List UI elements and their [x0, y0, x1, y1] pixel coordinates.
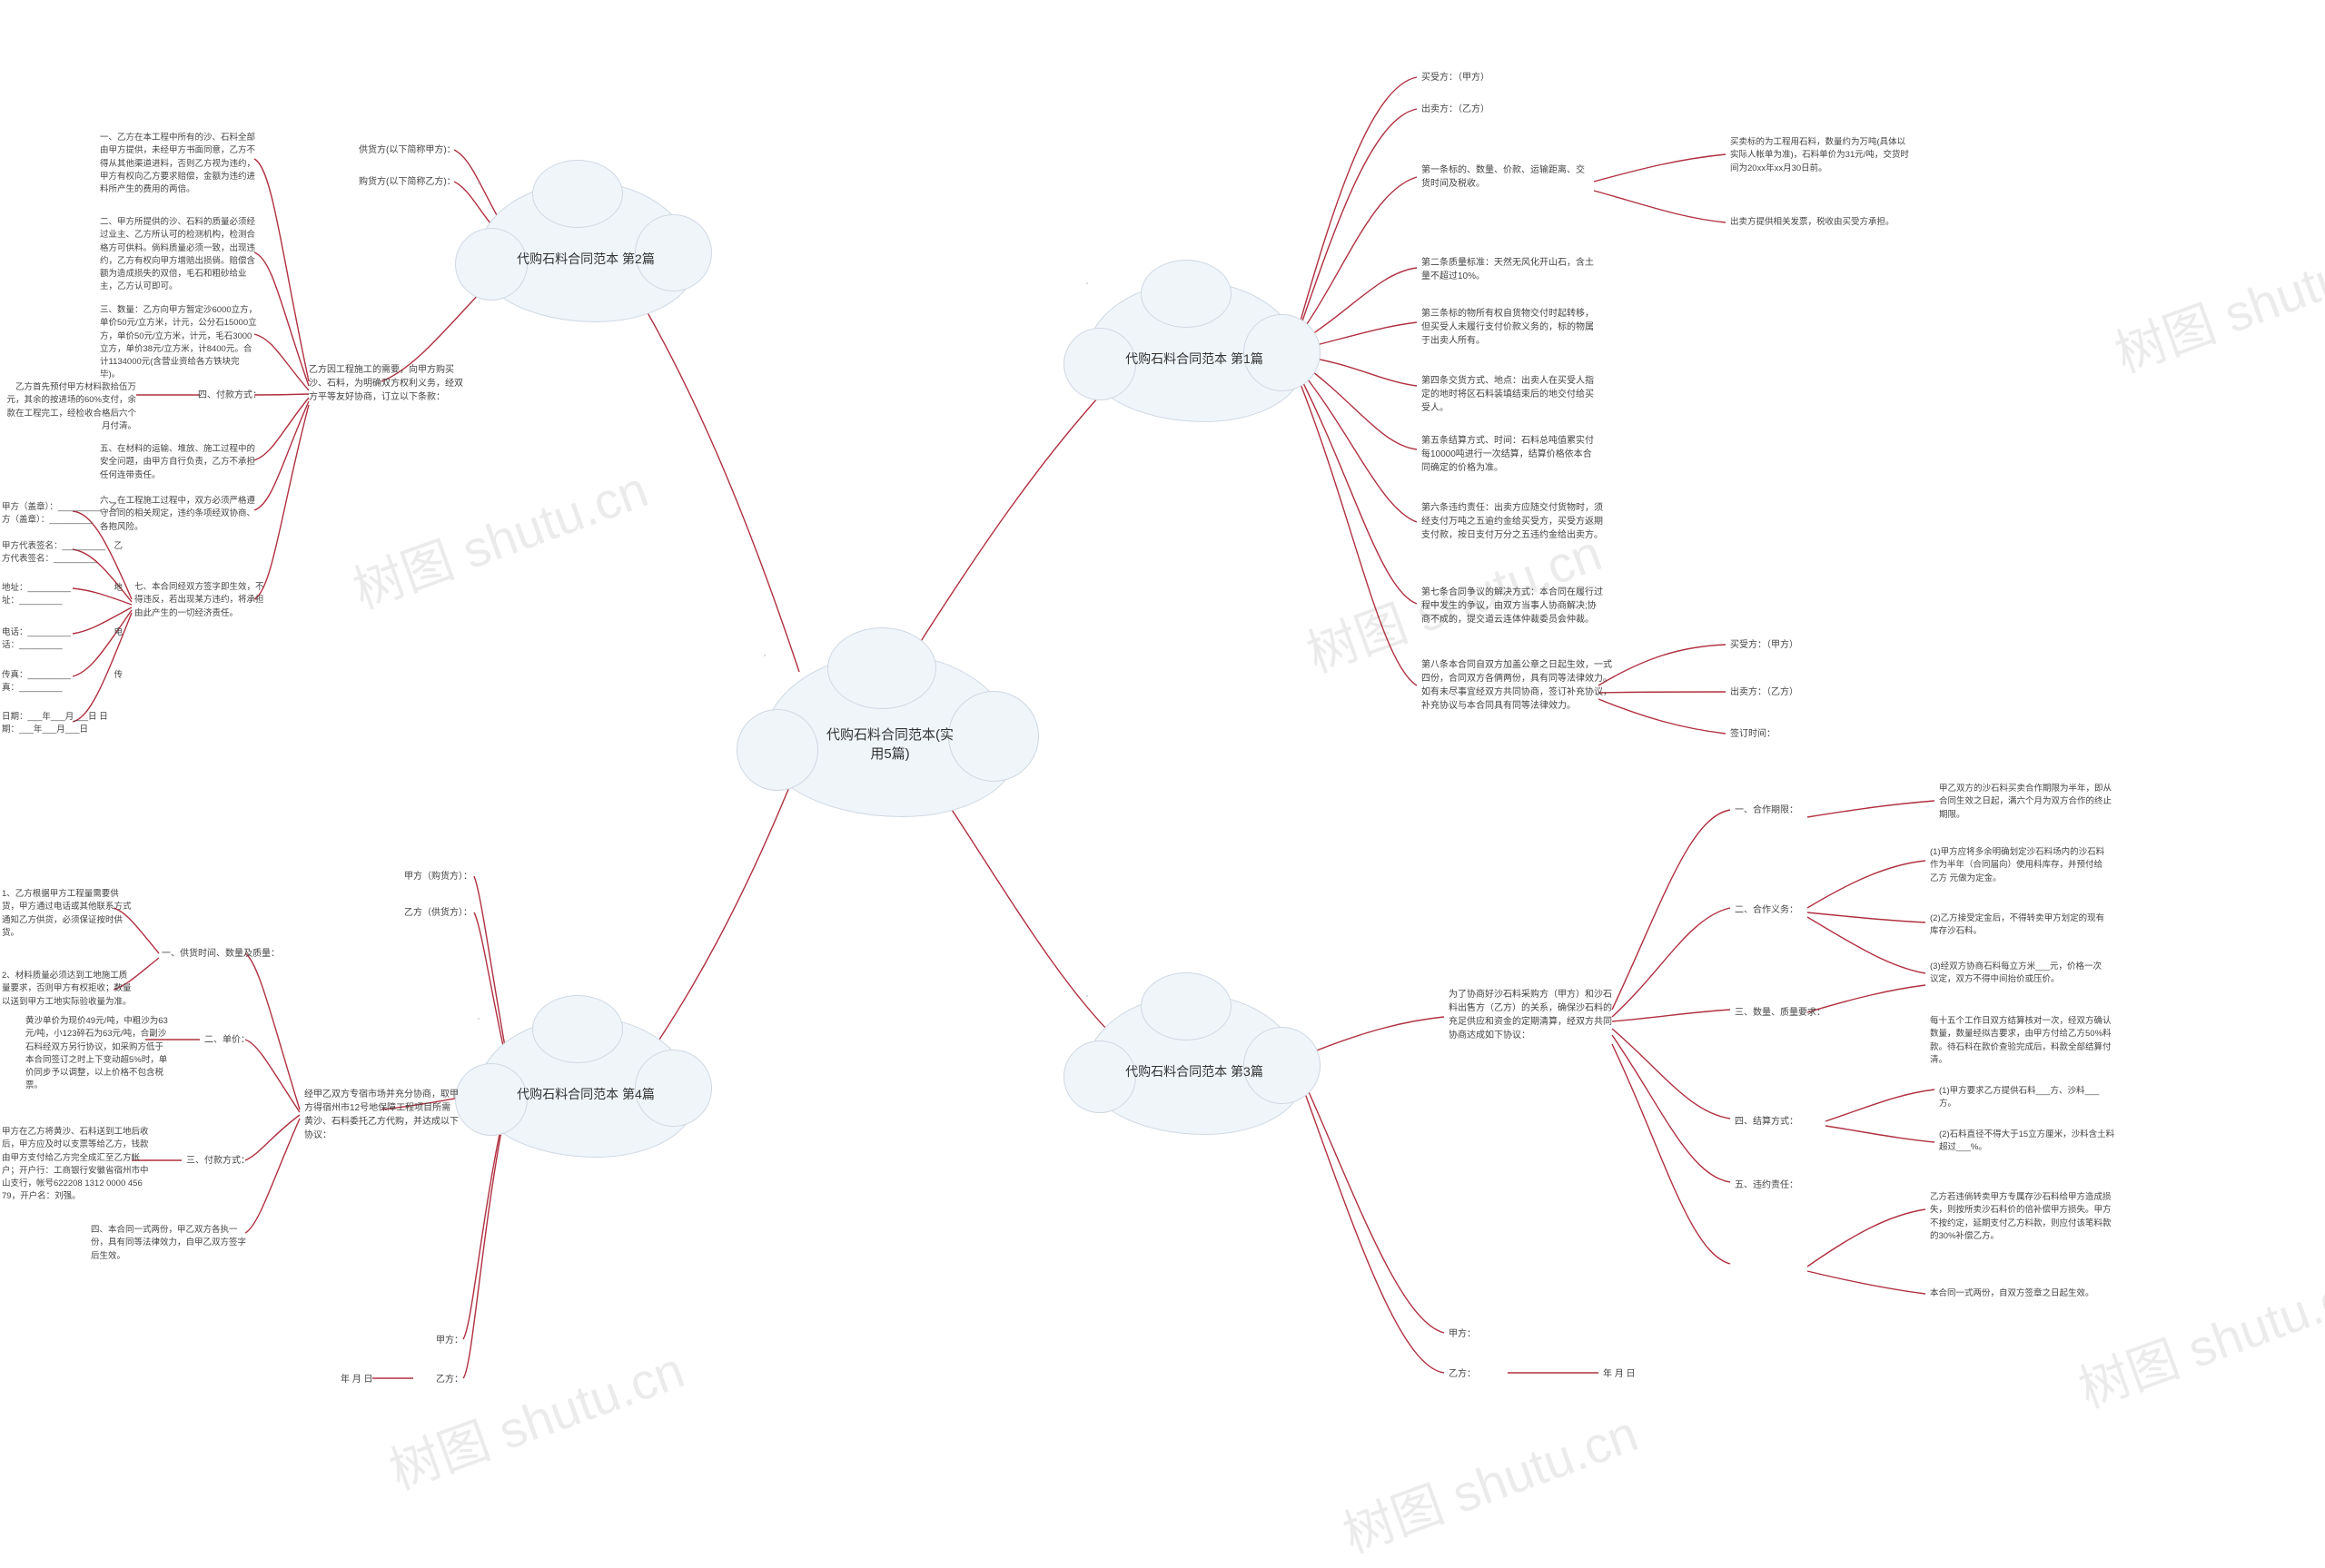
a1-k5: 第五条结算方式、时间：石料总吨值累实付每10000吨进行一次结算，结算价格依本合…	[1421, 434, 1598, 475]
a4-sig-jia: 甲方：	[436, 1334, 463, 1347]
a3-i5-sub2: 本合同一式两份，自双方签章之日起生效。	[1930, 1287, 2112, 1300]
a1-k8-buyer: 买受方：（甲方）	[1730, 638, 1798, 652]
a4-c4: 四、本合同一式两份，甲乙双方各执一份，具有同等法律效力，自甲乙双方签字后生效。	[91, 1224, 254, 1263]
article-2-node: 代购石料合同范本 第2篇	[477, 182, 695, 322]
a2-sig-date: 日期：___年___月___日 日期：___年___月___日	[2, 711, 124, 737]
a2-c1: 一、乙方在本工程中所有的沙、石料全部由甲方提供，未经甲方书面同意，乙方不得从其他…	[100, 132, 259, 196]
a2-c3: 三、数量：乙方向甲方暂定沙6000立方，单价50元/立方米，计元，公分石1500…	[100, 304, 259, 382]
a1-k2: 第二条质量标准：天然无风化开山石，含土量不超过10%。	[1421, 256, 1594, 283]
a1-k1-sub2: 出卖方提供相关发票，税收由买受方承担。	[1730, 216, 1912, 229]
connector-layer	[0, 0, 2325, 1485]
article-4-label: 代购石料合同范本 第4篇	[517, 1085, 655, 1103]
a1-k8-date: 签订时间：	[1730, 727, 1776, 741]
a4-sig-date: 年 月 日	[341, 1373, 373, 1386]
a3-sig-date: 年 月 日	[1603, 1367, 1636, 1381]
watermark: 树图 shutu.cn	[1331, 1393, 1647, 1567]
watermark: 树图 shutu.cn	[378, 1329, 693, 1504]
a4-intro: 经甲乙双方专宿市场并充分协商，取甲方得宿州市12号地保障工程项目所需黄沙、石料委…	[304, 1088, 459, 1142]
a1-k8: 第八条本合同自双方加盖公章之日起生效，一式四份，合同双方各俩两份，具有同等法律效…	[1421, 658, 1612, 713]
article-2-label: 代购石料合同范本 第2篇	[517, 250, 655, 268]
a2-supplier: 供货方(以下简称甲方)：	[359, 143, 456, 157]
article-4-node: 代购石料合同范本 第4篇	[477, 1017, 695, 1158]
a3-sig-yi: 乙方：	[1449, 1367, 1476, 1381]
article-1-label: 代购石料合同范本 第1篇	[1125, 350, 1263, 368]
a4-sig-yi: 乙方：	[436, 1373, 463, 1386]
a3-i2-sub3: (3)经双方协商石料每立方米___元，价格一次议定，双方不得中间抬价或压价。	[1930, 961, 2107, 987]
a1-k6: 第六条违约责任：出卖方应随交付货物时，须经支付万吨之五逾约金给买受方，买受方返期…	[1421, 501, 1603, 542]
a3-i4: 四、结算方式：	[1735, 1115, 1798, 1129]
a4-yi: 乙方（供货方）：	[404, 906, 472, 920]
a4-c3: 三、付款方式：	[186, 1154, 250, 1168]
a3-i4-sub: 每十五个工作日双方结算核对一次，经双方确认数量，数量经拟吉要求，由甲方付给乙方5…	[1930, 1015, 2112, 1067]
a2-c2: 二、甲方所提供的沙、石料的质量必须经过业主、乙方所认可的检测机构，检测合格方可供…	[100, 216, 259, 294]
a3-i3-sub2: (2)石料直径不得大于15立方厘米，沙料含土料超过___%。	[1939, 1129, 2116, 1155]
a2-sig-fax: 传真：_________ 传真：_________	[2, 669, 124, 695]
a4-c1-sub2: 2、材料质量必须达到工地施工质量要求，否则甲方有权拒收；数量以送到甲方工地实际验…	[2, 970, 134, 1009]
center-node: 代购石料合同范本(实用5篇)	[763, 654, 1017, 817]
a2-sig-tel: 电话：_________ 电话：_________	[2, 626, 124, 653]
center-label: 代购石料合同范本(实用5篇)	[826, 725, 954, 763]
a3-sig-jia: 甲方：	[1449, 1327, 1476, 1341]
a1-buyer: 买受方：（甲方）	[1421, 71, 1585, 84]
a1-k8-seller: 出卖方：（乙方）	[1730, 685, 1798, 699]
a2-sig-seal: 甲方（盖章）：_________ 乙方（盖章）：_________	[2, 501, 124, 528]
article-1-node: 代购石料合同范本 第1篇	[1085, 281, 1303, 422]
a3-i5: 五、违约责任：	[1735, 1178, 1798, 1192]
a1-k1: 第一条标的、数量、价款、运输距离、交货时间及税收。	[1421, 163, 1589, 191]
a2-sig-addr: 地址：_________ 地址：_________	[2, 582, 124, 608]
a1-k3: 第三条标的物所有权自货物交付时起转移，但买受人未履行支付价款义务的，标的物属于出…	[1421, 307, 1598, 348]
article-3-node: 代购石料合同范本 第3篇	[1085, 994, 1303, 1135]
a3-i3: 三、数量、质量要求：	[1735, 1006, 1825, 1020]
a1-k1-sub1: 买卖标的为工程用石料，数量约为万吨(具体以实际人帐单为准)，石料单价为31元/吨…	[1730, 136, 1912, 175]
a3-i3-sub1: (1)甲方要求乙方提供石料___方、沙料___方。	[1939, 1085, 2116, 1111]
a3-i2-sub1: (1)甲方应将多余明确划定沙石料场内的沙石料作为半年（合同届向）使用料库存，并预…	[1930, 846, 2107, 885]
a2-c4-sub: 乙方首先预付甲方材料款拾伍万元，其余的按进场的60%支付，余款在工程完工，经检收…	[0, 381, 136, 433]
a2-c7: 七、本合同经双方签字即生效，不得违反，若出现某方违约，将承担由此产生的一切经济责…	[134, 581, 271, 620]
watermark: 树图 shutu.cn	[2103, 212, 2325, 387]
a4-c2-sub: 黄沙单价为现价49元/吨，中粗沙为63元/吨，小123碎石为63元/吨，合副沙石…	[25, 1015, 171, 1093]
a3-i1-sub: 甲乙双方的沙石料买卖合作期限为半年，即从合同生效之日起，满六个月为双方合作的终止…	[1939, 783, 2112, 822]
a3-i5-sub1: 乙方若违倘转卖甲方专属存沙石料给甲方造成损失，则按所卖沙石料价的倍补偿甲方损失。…	[1930, 1191, 2112, 1243]
a4-c1: 一、供货时间、数量及质量：	[162, 947, 280, 961]
a2-c5: 五、在材料的运输、堆放、施工过程中的安全问题，由甲方自行负责，乙方不承担任何连带…	[100, 443, 259, 482]
a1-seller: 出卖方：（乙方）	[1421, 103, 1585, 116]
a1-k4: 第四条交货方式、地点：出卖人在买受人指定的地时将区石料装填结束后的地交付给买受人…	[1421, 374, 1598, 415]
a3-i1: 一、合作期限：	[1735, 804, 1798, 817]
watermark: 树图 shutu.cn	[2067, 1247, 2325, 1422]
a3-i2: 二、合作义务：	[1735, 903, 1798, 917]
a4-c3-sub: 甲方在乙方将黄沙、石料送到工地后收后，甲方应及时以支票等给乙方，钱款由甲方支付给…	[2, 1126, 152, 1204]
a2-c4: 四、付款方式：	[198, 389, 262, 402]
a4-c1-sub1: 1、乙方根据甲方工程量需要供货，甲方通过电话或其他联系方式通知乙方供货，必须保证…	[2, 888, 134, 940]
a2-intro: 乙方因工程施工的需要，向甲方购买沙、石料，为明确双方权利义务，经双方平等友好协商…	[309, 363, 463, 404]
a1-k7: 第七条合同争议的解决方式：本合同在履行过程中发生的争议，由双方当事人协商解决;协…	[1421, 586, 1603, 626]
a4-c2: 二、单价：	[204, 1033, 250, 1047]
a2-buyer: 购货方(以下简称乙方)：	[359, 175, 456, 189]
article-3-label: 代购石料合同范本 第3篇	[1125, 1062, 1263, 1080]
a2-sig-rep: 甲方代表签名：_________ 乙方代表签名：_________	[2, 540, 124, 567]
a3-i2-sub2: (2)乙方接受定金后，不得转卖甲方划定的现有库存沙石料。	[1930, 912, 2107, 939]
a3-intro: 为了协商好沙石料采购方（甲方）和沙石料出售方（乙方）的关系，确保沙石料的充足供应…	[1449, 988, 1617, 1042]
a4-jia: 甲方（购货方）：	[404, 870, 472, 883]
watermark: 树图 shutu.cn	[341, 449, 657, 623]
